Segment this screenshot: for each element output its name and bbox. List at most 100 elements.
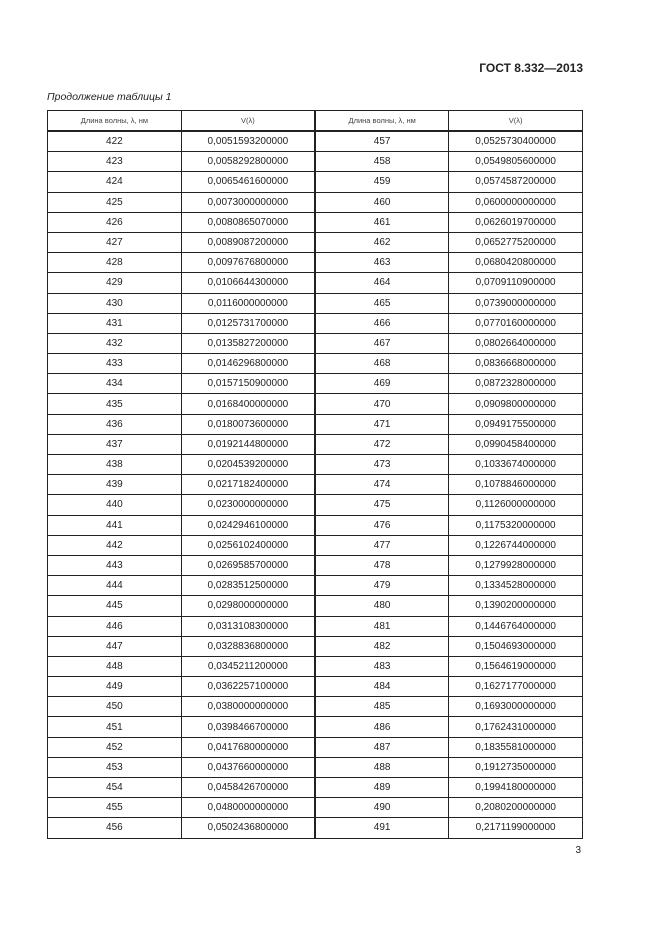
- table-row: 437 0,0192144800000 472 0,0990458400000: [47, 433, 583, 456]
- wavelength-cell: 481: [314, 615, 450, 637]
- wavelength-cell: 468: [314, 353, 450, 375]
- v-value-cell: 0,1334528000000: [448, 575, 583, 597]
- wavelength-cell: 470: [314, 393, 450, 415]
- wavelength-cell: 431: [47, 312, 182, 334]
- wavelength-cell: 429: [47, 272, 182, 294]
- wavelength-cell: 455: [47, 797, 182, 819]
- standard-number: ГОСТ 8.332—2013: [479, 61, 583, 75]
- table-row: 445 0,0298000000000 480 0,1390200000000: [47, 595, 583, 617]
- column-header-wavelength: Длина волны, λ, нм: [314, 110, 450, 132]
- table-row: 443 0,0269585700000 478 0,1279928000000: [47, 554, 583, 577]
- wavelength-cell: 484: [314, 676, 450, 698]
- v-value-cell: 0,0836668000000: [448, 353, 583, 375]
- v-value-cell: 0,0125731700000: [180, 312, 316, 334]
- v-value-cell: 0,1564619000000: [448, 655, 583, 678]
- v-value-cell: 0,0116000000000: [180, 292, 316, 314]
- v-value-cell: 0,0051593200000: [180, 130, 316, 153]
- v-value-cell: 0,0168400000000: [180, 393, 316, 415]
- v-value-cell: 0,1994180000000: [448, 776, 583, 799]
- column-header-wavelength: Длина волны, λ, нм: [47, 110, 182, 132]
- column-header-v: V(λ): [448, 110, 583, 132]
- table-row: 444 0,0283512500000 479 0,1334528000000: [47, 575, 583, 597]
- wavelength-cell: 457: [314, 130, 450, 153]
- wavelength-cell: 439: [47, 474, 182, 496]
- v-value-cell: 0,0242946100000: [180, 514, 316, 536]
- table-row: 428 0,0097676800000 463 0,0680420800000: [47, 252, 583, 274]
- wavelength-cell: 427: [47, 231, 182, 254]
- wavelength-cell: 433: [47, 353, 182, 375]
- v-value-cell: 0,1226744000000: [448, 534, 583, 556]
- v-value-cell: 0,1627177000000: [448, 676, 583, 698]
- wavelength-cell: 456: [47, 817, 182, 839]
- wavelength-cell: 475: [314, 494, 450, 516]
- wavelength-cell: 467: [314, 332, 450, 355]
- v-value-cell: 0,0949175500000: [448, 413, 583, 435]
- table-row: 453 0,0437660000000 488 0,1912735000000: [47, 756, 583, 779]
- v-value-cell: 0,1504693000000: [448, 635, 583, 657]
- v-value-cell: 0,0065461600000: [180, 171, 316, 193]
- v-value-cell: 0,0802664000000: [448, 332, 583, 355]
- table-header-row: Длина волны, λ, нм V(λ) Длина волны, λ, …: [47, 110, 583, 132]
- wavelength-cell: 440: [47, 494, 182, 516]
- table-row: 433 0,0146296800000 468 0,0836668000000: [47, 353, 583, 375]
- wavelength-cell: 452: [47, 736, 182, 758]
- v-value-cell: 0,0600000000000: [448, 191, 583, 213]
- wavelength-cell: 428: [47, 252, 182, 274]
- v-value-cell: 0,0135827200000: [180, 332, 316, 355]
- wavelength-cell: 423: [47, 151, 182, 173]
- table-row: 423 0,0058292800000 458 0,0549805600000: [47, 151, 583, 173]
- v-value-cell: 0,2171199000000: [448, 817, 583, 839]
- v-value-cell: 0,1912735000000: [448, 756, 583, 779]
- table-row: 427 0,0089087200000 462 0,0652775200000: [47, 231, 583, 254]
- v-value-cell: 0,0872328000000: [448, 373, 583, 395]
- table-row: 449 0,0362257100000 484 0,1627177000000: [47, 676, 583, 698]
- v-value-cell: 0,0525730400000: [448, 130, 583, 153]
- v-value-cell: 0,2080200000000: [448, 797, 583, 819]
- v-value-cell: 0,1033674000000: [448, 453, 583, 476]
- v-value-cell: 0,1390200000000: [448, 595, 583, 617]
- table-row: 447 0,0328836800000 482 0,1504693000000: [47, 635, 583, 657]
- v-value-cell: 0,0146296800000: [180, 353, 316, 375]
- wavelength-cell: 458: [314, 151, 450, 173]
- table-row: 435 0,0168400000000 470 0,0909800000000: [47, 393, 583, 415]
- table-row: 438 0,0204539200000 473 0,1033674000000: [47, 453, 583, 476]
- wavelength-cell: 485: [314, 696, 450, 718]
- table-row: 455 0,0480000000000 490 0,2080200000000: [47, 797, 583, 819]
- v-value-cell: 0,1279928000000: [448, 554, 583, 577]
- wavelength-cell: 446: [47, 615, 182, 637]
- wavelength-cell: 432: [47, 332, 182, 355]
- wavelength-cell: 434: [47, 373, 182, 395]
- wavelength-cell: 486: [314, 716, 450, 738]
- v-value-cell: 0,1762431000000: [448, 716, 583, 738]
- v-value-cell: 0,0298000000000: [180, 595, 316, 617]
- v-value-cell: 0,0770160000000: [448, 312, 583, 334]
- wavelength-cell: 483: [314, 655, 450, 678]
- v-value-cell: 0,1693000000000: [448, 696, 583, 718]
- table-row: 454 0,0458426700000 489 0,1994180000000: [47, 776, 583, 799]
- table-row: 452 0,0417680000000 487 0,1835581000000: [47, 736, 583, 758]
- v-value-cell: 0,0345211200000: [180, 655, 316, 678]
- v-value-cell: 0,0990458400000: [448, 433, 583, 456]
- table-row: 425 0,0073000000000 460 0,0600000000000: [47, 191, 583, 213]
- spectral-table: Длина волны, λ, нм V(λ) Длина волны, λ, …: [47, 110, 583, 839]
- wavelength-cell: 422: [47, 130, 182, 153]
- wavelength-cell: 445: [47, 595, 182, 617]
- v-value-cell: 0,0709110900000: [448, 272, 583, 294]
- wavelength-cell: 459: [314, 171, 450, 193]
- wavelength-cell: 491: [314, 817, 450, 839]
- wavelength-cell: 465: [314, 292, 450, 314]
- wavelength-cell: 449: [47, 676, 182, 698]
- table-row: 429 0,0106644300000 464 0,0709110900000: [47, 272, 583, 294]
- v-value-cell: 0,0180073600000: [180, 413, 316, 435]
- wavelength-cell: 447: [47, 635, 182, 657]
- wavelength-cell: 490: [314, 797, 450, 819]
- v-value-cell: 0,0106644300000: [180, 272, 316, 294]
- table-row: 424 0,0065461600000 459 0,0574587200000: [47, 171, 583, 193]
- v-value-cell: 0,0398466700000: [180, 716, 316, 738]
- wavelength-cell: 462: [314, 231, 450, 254]
- table-row: 439 0,0217182400000 474 0,1078846000000: [47, 474, 583, 496]
- v-value-cell: 0,0269585700000: [180, 554, 316, 577]
- v-value-cell: 0,0458426700000: [180, 776, 316, 799]
- wavelength-cell: 444: [47, 575, 182, 597]
- table-row: 441 0,0242946100000 476 0,1175320000000: [47, 514, 583, 536]
